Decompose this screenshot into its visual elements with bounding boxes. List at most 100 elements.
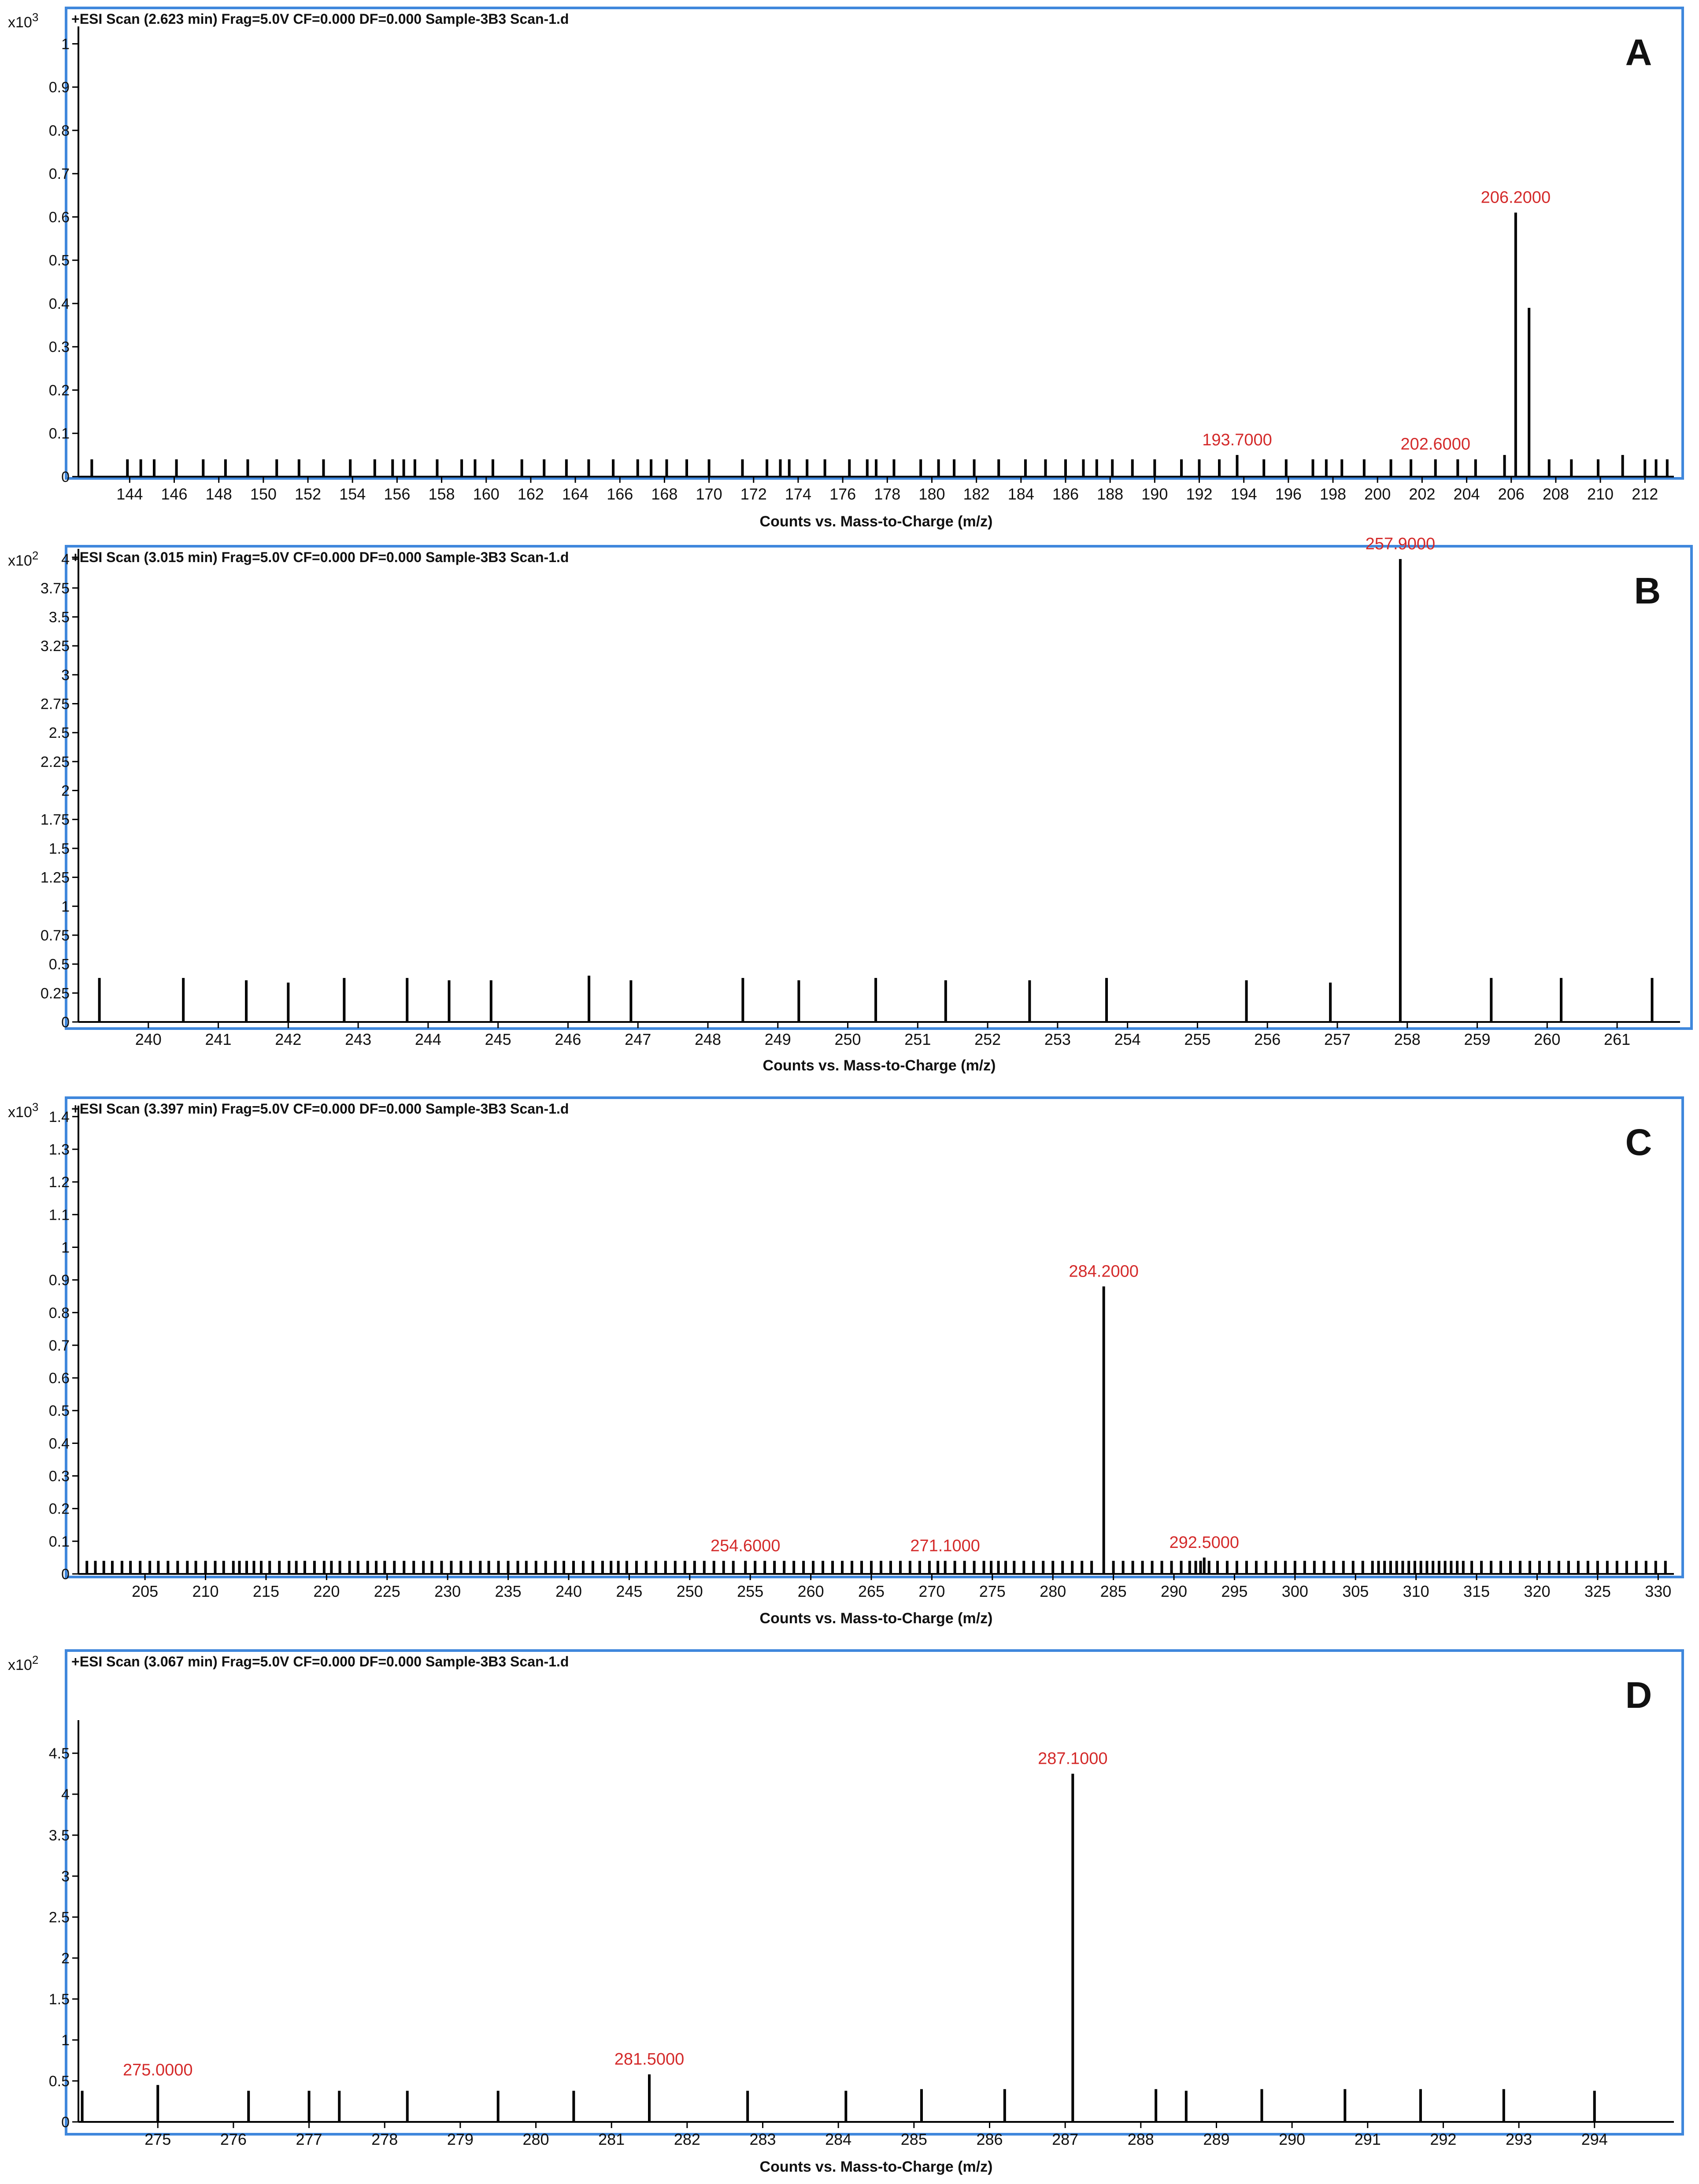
x-tick-label: 225 [374, 1582, 400, 1600]
y-scale-factor: x103 [8, 11, 38, 31]
y-scale-base: x10 [8, 1104, 32, 1121]
peak-label: 206.2000 [1481, 189, 1551, 207]
y-scale-exponent: 3 [32, 11, 38, 24]
y-tick-label: 4.5 [49, 1745, 70, 1762]
y-scale-base: x10 [8, 1657, 32, 1673]
x-tick-label: 293 [1506, 2130, 1532, 2148]
x-tick-label: 210 [192, 1582, 219, 1600]
y-tick-label: 0.5 [49, 2073, 70, 2090]
x-tick-label: 252 [974, 1030, 1001, 1048]
y-tick-label: 0.6 [49, 1370, 70, 1387]
x-tick-label: 284 [825, 2130, 851, 2148]
y-tick-label: 1.5 [49, 1991, 70, 2008]
x-tick-label: 212 [1632, 485, 1658, 503]
x-tick-label: 285 [901, 2130, 927, 2148]
x-tick-label: 194 [1231, 485, 1257, 503]
spectrum-title: +ESI Scan (3.015 min) Frag=5.0V CF=0.000… [71, 549, 569, 565]
y-tick-label: 0.4 [49, 1435, 70, 1452]
spectrum-title: +ESI Scan (3.397 min) Frag=5.0V CF=0.000… [71, 1101, 569, 1117]
x-tick-label: 283 [749, 2130, 776, 2148]
x-tick-label: 196 [1275, 485, 1302, 503]
x-tick-label: 186 [1052, 485, 1079, 503]
y-tick-label: 1.75 [41, 811, 70, 828]
x-tick-label: 270 [918, 1582, 945, 1600]
y-tick-label: 1 [61, 898, 70, 915]
x-axis-label: Counts vs. Mass-to-Charge (m/z) [760, 513, 993, 530]
x-tick-label: 330 [1645, 1582, 1671, 1600]
x-tick-label: 261 [1604, 1030, 1630, 1048]
x-tick-label: 176 [829, 485, 856, 503]
panel-letter: B [1634, 570, 1661, 611]
x-tick-label: 275 [979, 1582, 1006, 1600]
x-tick-label: 241 [205, 1030, 232, 1048]
y-tick-label: 2.25 [41, 754, 70, 770]
x-tick-label: 257 [1324, 1030, 1351, 1048]
peak-label: 284.2000 [1069, 1262, 1139, 1281]
x-tick-label: 254 [1114, 1030, 1141, 1048]
y-scale-exponent: 2 [32, 1653, 38, 1666]
y-tick-label: 0.5 [49, 252, 70, 269]
plot-frame [65, 1096, 1684, 1578]
x-tick-label: 200 [1364, 485, 1391, 503]
y-tick-label: 0.3 [49, 339, 70, 355]
x-tick-label: 320 [1524, 1582, 1550, 1600]
x-tick-label: 289 [1203, 2130, 1229, 2148]
y-tick-label: 0.25 [41, 985, 70, 1002]
x-tick-label: 198 [1320, 485, 1346, 503]
x-tick-label: 295 [1221, 1582, 1247, 1600]
x-tick-label: 190 [1141, 485, 1168, 503]
panel-letter: C [1625, 1122, 1652, 1163]
y-tick-label: 0.6 [49, 209, 70, 226]
y-tick-label: 2 [61, 1950, 70, 1967]
y-scale-exponent: 3 [32, 1100, 38, 1114]
x-tick-label: 310 [1403, 1582, 1429, 1600]
y-tick-label: 1 [61, 1239, 70, 1256]
x-tick-label: 288 [1128, 2130, 1154, 2148]
x-tick-label: 255 [737, 1582, 763, 1600]
x-tick-label: 158 [429, 485, 455, 503]
x-tick-label: 235 [495, 1582, 522, 1600]
x-tick-label: 291 [1355, 2130, 1381, 2148]
x-tick-label: 172 [740, 485, 767, 503]
y-tick-label: 1.2 [49, 1174, 70, 1191]
y-tick-label: 3.5 [49, 1827, 70, 1844]
x-tick-label: 265 [858, 1582, 885, 1600]
x-tick-label: 245 [485, 1030, 511, 1048]
y-tick-label: 3 [61, 667, 70, 684]
x-tick-label: 290 [1279, 2130, 1305, 2148]
x-tick-label: 182 [963, 485, 990, 503]
x-tick-label: 259 [1464, 1030, 1491, 1048]
y-tick-label: 2.5 [49, 725, 70, 741]
x-tick-label: 242 [275, 1030, 301, 1048]
x-tick-label: 208 [1543, 485, 1569, 503]
x-tick-label: 260 [798, 1582, 824, 1600]
x-tick-label: 146 [161, 485, 187, 503]
x-tick-label: 280 [522, 2130, 549, 2148]
x-tick-label: 150 [250, 485, 277, 503]
x-tick-label: 240 [135, 1030, 162, 1048]
plot-frame [65, 545, 1693, 1030]
y-scale-factor: x102 [8, 549, 38, 569]
y-tick-label: 1 [61, 2032, 70, 2049]
y-tick-label: 0 [61, 469, 70, 485]
y-tick-label: 0 [61, 1566, 70, 1583]
x-tick-label: 188 [1097, 485, 1123, 503]
x-tick-label: 258 [1394, 1030, 1421, 1048]
x-tick-label: 202 [1409, 485, 1435, 503]
y-tick-label: 2.75 [41, 696, 70, 713]
x-tick-label: 164 [562, 485, 589, 503]
y-tick-label: 0.5 [49, 956, 70, 973]
x-tick-label: 230 [434, 1582, 461, 1600]
y-tick-label: 0.3 [49, 1468, 70, 1485]
x-tick-label: 260 [1534, 1030, 1560, 1048]
y-tick-label: 3.75 [41, 580, 70, 597]
y-tick-label: 1.3 [49, 1141, 70, 1158]
x-tick-label: 144 [116, 485, 143, 503]
x-tick-label: 192 [1186, 485, 1212, 503]
x-tick-label: 206 [1498, 485, 1525, 503]
y-tick-label: 0.7 [49, 1337, 70, 1354]
peak-label: 254.6000 [711, 1536, 781, 1555]
peak-label: 202.6000 [1400, 435, 1470, 454]
x-tick-label: 160 [473, 485, 500, 503]
y-tick-label: 0.75 [41, 927, 70, 944]
